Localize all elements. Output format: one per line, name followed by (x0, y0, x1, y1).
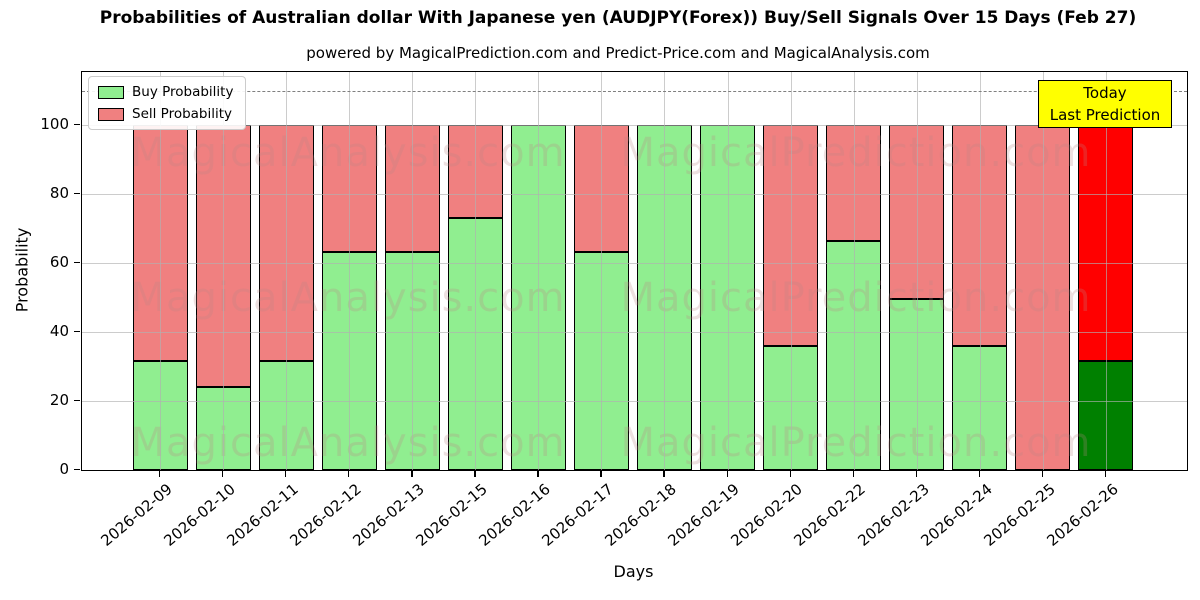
y-tick-label: 60 (49, 253, 69, 272)
chart-title: Probabilities of Australian dollar With … (99, 8, 1137, 28)
y-tick-label: 40 (49, 322, 69, 341)
today-annotation-line2: Last Prediction (1049, 106, 1161, 124)
sell-probability-swatch (98, 107, 124, 121)
dashed-reference-line (82, 90, 1187, 92)
x-tick-mark (1041, 471, 1044, 477)
plot-area: MagicalAnalysis.com MagicalPrediction.com… (81, 71, 1188, 471)
vertical-gridline (727, 72, 729, 470)
vertical-gridline (1042, 72, 1044, 470)
watermark-text: MagicalPrediction.com (620, 130, 1092, 176)
x-tick-mark (789, 471, 791, 477)
y-tick-mark (74, 262, 80, 264)
y-tick-mark (74, 124, 80, 126)
vertical-gridline (538, 72, 540, 470)
horizontal-gridline (82, 401, 1187, 403)
x-tick-mark (915, 471, 918, 477)
y-tick-label: 20 (49, 391, 69, 410)
x-tick-mark (978, 471, 981, 477)
watermark-text: MagicalAnalysis.com (130, 130, 566, 176)
x-tick-mark (285, 471, 287, 477)
legend: Buy Probability Sell Probability (88, 76, 247, 130)
watermark-text: MagicalPrediction.com (620, 275, 1092, 321)
vertical-gridline (790, 72, 792, 470)
y-tick-label: 100 (40, 115, 69, 134)
watermark-text: MagicalPrediction.com (620, 420, 1092, 466)
y-tick-mark (74, 193, 80, 195)
horizontal-gridline (82, 125, 1187, 127)
x-tick-mark (411, 471, 413, 477)
vertical-gridline (853, 72, 855, 470)
vertical-gridline (664, 72, 666, 470)
today-annotation-line1: Today (1083, 84, 1127, 102)
legend-label-buy: Buy Probability (132, 84, 234, 100)
vertical-gridline (1105, 72, 1107, 470)
vertical-gridline (286, 72, 288, 470)
chart-subtitle: powered by MagicalPrediction.com and Pre… (306, 44, 930, 62)
x-tick-mark (852, 471, 854, 477)
vertical-gridline (412, 72, 414, 470)
vertical-gridline (916, 72, 918, 470)
x-tick-mark (663, 471, 665, 477)
x-tick-mark (1104, 471, 1107, 477)
x-tick-mark (222, 471, 224, 477)
y-tick-label: 0 (59, 460, 69, 478)
x-tick-mark (726, 471, 728, 477)
x-axis-label: Days (613, 562, 654, 581)
watermark-text: MagicalAnalysis.com (130, 420, 566, 466)
x-tick-mark (600, 471, 602, 477)
y-tick-mark (74, 400, 80, 402)
horizontal-gridline (82, 263, 1187, 265)
vertical-gridline (475, 72, 477, 470)
watermark-text: MagicalAnalysis.com (130, 275, 566, 321)
vertical-gridline (223, 72, 225, 470)
x-tick-mark (159, 471, 161, 477)
today-annotation: Today Last Prediction (1038, 80, 1172, 128)
y-tick-mark (74, 331, 80, 333)
vertical-gridline (349, 72, 351, 470)
vertical-gridline (979, 72, 981, 470)
y-tick-mark (74, 469, 80, 471)
buy-probability-swatch (98, 85, 124, 99)
vertical-gridline (160, 72, 161, 470)
legend-item-sell: Sell Probability (98, 106, 233, 122)
x-tick-mark (474, 471, 476, 477)
y-axis-label: Probability (12, 227, 32, 313)
legend-item-buy: Buy Probability (98, 84, 233, 100)
legend-label-sell: Sell Probability (132, 106, 233, 122)
horizontal-gridline (82, 194, 1187, 196)
horizontal-gridline (82, 332, 1187, 334)
x-tick-mark (348, 471, 350, 477)
y-tick-label: 80 (49, 184, 69, 203)
x-tick-mark (537, 471, 539, 477)
vertical-gridline (601, 72, 603, 470)
